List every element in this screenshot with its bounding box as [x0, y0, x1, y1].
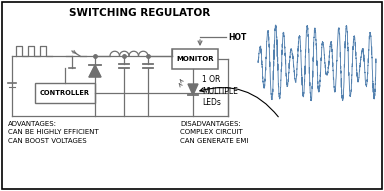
Text: SWITCHING REGULATOR: SWITCHING REGULATOR	[70, 8, 211, 18]
Text: MONITOR: MONITOR	[176, 56, 214, 62]
Text: HOT: HOT	[228, 32, 247, 41]
Text: 1 OR
MULTIPLE
LEDs: 1 OR MULTIPLE LEDs	[202, 75, 238, 107]
FancyBboxPatch shape	[2, 2, 382, 189]
FancyBboxPatch shape	[35, 83, 95, 103]
Polygon shape	[188, 84, 198, 95]
FancyBboxPatch shape	[172, 49, 218, 69]
Polygon shape	[89, 65, 101, 77]
Text: ADVANTAGES:
CAN BE HIGHLY EFFICIENT
CAN BOOST VOLTAGES: ADVANTAGES: CAN BE HIGHLY EFFICIENT CAN …	[8, 121, 99, 144]
Text: CONTROLLER: CONTROLLER	[40, 90, 90, 96]
Text: DISADVANTAGES:
COMPLEX CIRCUIT
CAN GENERATE EMI: DISADVANTAGES: COMPLEX CIRCUIT CAN GENER…	[180, 121, 248, 144]
